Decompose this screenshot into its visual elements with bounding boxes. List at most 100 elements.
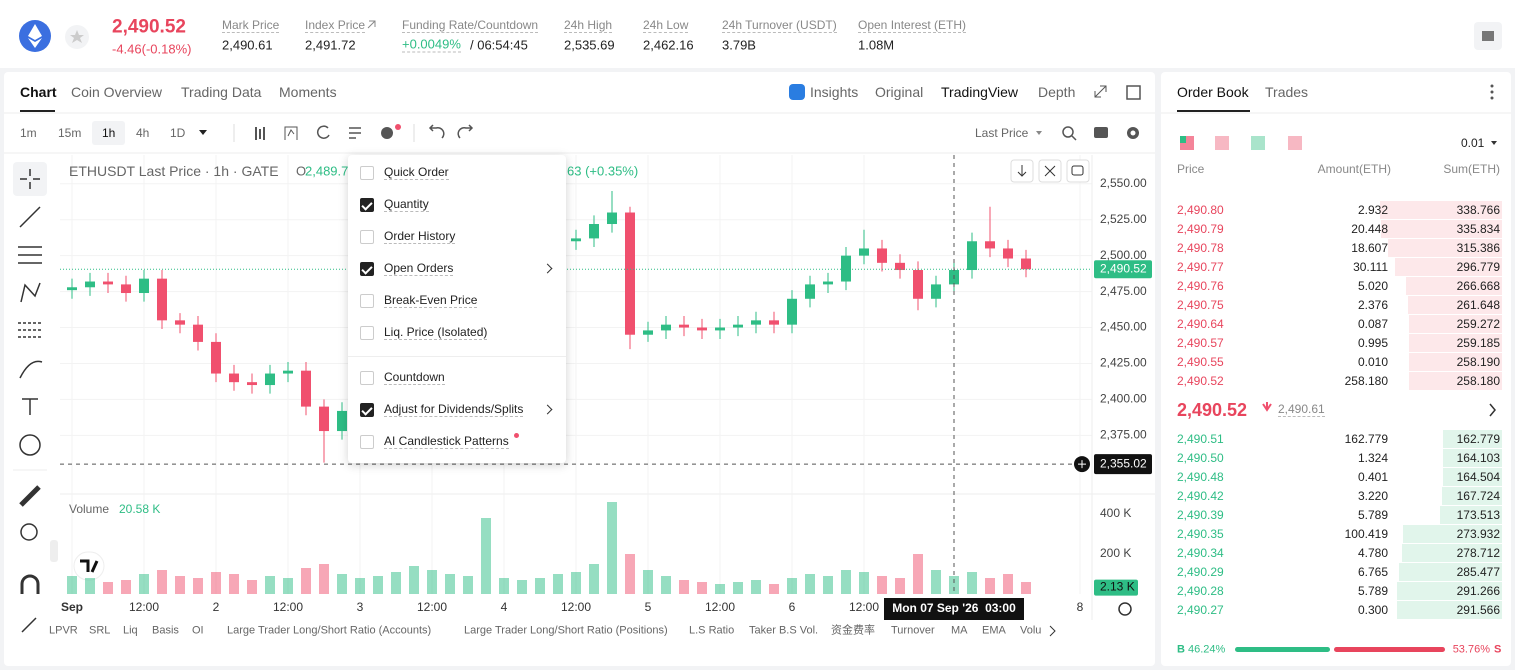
chart-tab[interactable]: Coin Overview <box>71 84 163 100</box>
checkbox[interactable] <box>360 435 374 449</box>
price-source[interactable]: Last Price <box>975 126 1029 140</box>
menu-item[interactable]: Countdown <box>384 370 445 385</box>
indicator[interactable]: MA <box>951 624 968 637</box>
chart-tab[interactable]: Chart <box>20 84 57 100</box>
close-icon <box>1044 165 1056 177</box>
fullscreen[interactable] <box>1094 85 1107 98</box>
templates[interactable] <box>349 127 361 139</box>
indicators[interactable] <box>284 126 298 140</box>
y-tick-label: 2,425.00 <box>1100 356 1147 370</box>
pattern-tool[interactable] <box>20 282 41 303</box>
candle-body <box>805 284 815 299</box>
brush-tool[interactable] <box>19 360 43 379</box>
external-link[interactable] <box>367 20 376 29</box>
indicator[interactable]: Turnover <box>891 624 935 637</box>
menu-item[interactable]: Break-Even Price <box>384 293 478 308</box>
replay[interactable] <box>316 125 330 139</box>
more[interactable] <box>1490 84 1494 88</box>
precision[interactable]: 0.01 <box>1461 136 1485 150</box>
view-trades[interactable] <box>1288 136 1302 150</box>
interval[interactable]: 1h <box>102 126 116 140</box>
interval[interactable]: 1D <box>170 126 186 140</box>
indicator[interactable]: OI <box>192 624 204 637</box>
dropdown[interactable] <box>1491 141 1497 145</box>
checkbox[interactable] <box>360 403 374 417</box>
checkbox[interactable] <box>360 166 374 180</box>
measure-tool[interactable] <box>19 485 41 507</box>
menu-item[interactable]: AI Candlestick Patterns <box>384 434 509 449</box>
undo[interactable] <box>428 124 445 139</box>
dropdown[interactable] <box>1036 131 1042 135</box>
trend-tool[interactable] <box>19 206 41 228</box>
interval[interactable]: 15m <box>58 126 82 140</box>
text-tool[interactable] <box>22 398 38 415</box>
menu-item[interactable]: Quantity <box>384 197 429 212</box>
badge <box>514 433 519 438</box>
indicator[interactable]: EMA <box>982 624 1006 637</box>
redo[interactable] <box>457 124 474 139</box>
row-price: 2,490.76 <box>1177 279 1224 293</box>
view-asks[interactable] <box>1215 136 1229 150</box>
volume-bar <box>319 564 329 594</box>
indicator[interactable]: Liq <box>123 624 138 637</box>
lock-tool[interactable] <box>21 617 37 633</box>
indicator[interactable]: Large Trader Long/Short Ratio (Positions… <box>464 624 668 637</box>
view-tab[interactable]: TradingView <box>941 84 1019 100</box>
indicator[interactable]: LPVR <box>49 624 78 637</box>
emoji-tool[interactable] <box>19 434 41 456</box>
indicator[interactable]: Basis <box>152 624 179 637</box>
interval[interactable]: 1m <box>20 126 37 140</box>
volume-bar <box>751 580 761 594</box>
view-tab[interactable]: Insights <box>810 84 859 100</box>
indicator[interactable]: Large Trader Long/Short Ratio (Accounts) <box>227 624 432 637</box>
chart-tab[interactable]: Trading Data <box>181 84 262 100</box>
window[interactable] <box>1126 85 1141 100</box>
add[interactable] <box>381 127 393 139</box>
search[interactable] <box>1062 126 1074 138</box>
magnet-tool[interactable] <box>20 574 40 594</box>
screenshot[interactable] <box>1094 127 1108 138</box>
row-amount: 5.020 <box>1357 279 1388 293</box>
indicator[interactable]: L.S Ratio <box>689 624 735 637</box>
scroll-right[interactable] <box>1049 625 1056 637</box>
depth-bar <box>1397 582 1502 600</box>
view-tab[interactable]: Original <box>875 84 924 100</box>
book-tab[interactable]: Trades <box>1265 84 1309 100</box>
chart-tab[interactable]: Moments <box>279 84 337 100</box>
menu-item[interactable]: Quick Order <box>384 165 449 180</box>
checkbox[interactable] <box>360 262 374 276</box>
expand[interactable] <box>1489 403 1496 417</box>
interval[interactable]: 4h <box>136 126 150 140</box>
zoom-tool[interactable] <box>20 523 38 541</box>
candle-body <box>283 370 293 374</box>
menu-item[interactable]: Order History <box>384 229 456 244</box>
axis-settings[interactable] <box>1118 602 1132 616</box>
indicator[interactable]: 资金费率 <box>831 624 875 637</box>
collapse[interactable] <box>50 540 58 562</box>
menu-item[interactable]: Adjust for Dividends/Splits <box>384 402 524 417</box>
indicator[interactable]: Taker B.S Vol. <box>749 624 819 637</box>
menu-item[interactable]: Liq. Price (Isolated) <box>384 325 488 340</box>
price-change: -4.46(-0.18%) <box>112 41 192 57</box>
checkmark <box>361 263 373 275</box>
row-sum: 259.272 <box>1456 317 1500 331</box>
checkbox[interactable] <box>360 371 374 385</box>
candle-type[interactable] <box>255 127 265 140</box>
dropdown[interactable] <box>199 130 207 135</box>
projection-tool[interactable] <box>18 322 42 338</box>
menu-item[interactable]: Open Orders <box>384 261 454 276</box>
checkbox[interactable] <box>360 198 374 212</box>
checkbox[interactable] <box>360 294 374 308</box>
indicator[interactable]: Volu <box>1020 624 1042 637</box>
fib-tool[interactable] <box>18 246 42 264</box>
checkbox[interactable] <box>360 230 374 244</box>
book-tab[interactable]: Order Book <box>1177 84 1249 100</box>
reset-button[interactable] <box>1066 159 1090 183</box>
view-bids[interactable] <box>1251 136 1265 150</box>
checkbox[interactable] <box>360 326 374 340</box>
view-tab[interactable]: Depth <box>1038 84 1076 100</box>
depth-bar <box>1401 544 1502 562</box>
indicator[interactable]: SRL <box>89 624 111 637</box>
tool-active[interactable] <box>13 162 47 196</box>
